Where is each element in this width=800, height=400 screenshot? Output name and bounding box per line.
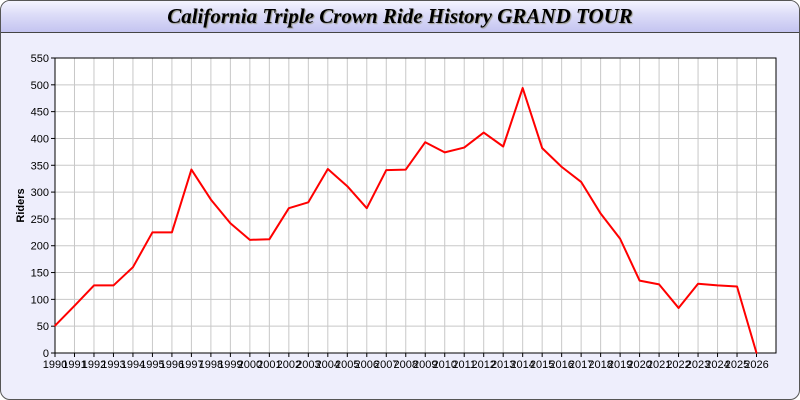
x-tick-label: 2015 (530, 359, 554, 371)
data-point (307, 201, 310, 204)
data-point (210, 198, 212, 201)
y-tick-label: 50 (37, 321, 49, 333)
data-point (755, 352, 758, 354)
data-point (112, 284, 115, 287)
data-point (736, 285, 738, 288)
data-point (346, 185, 349, 187)
y-tick-label: 150 (31, 268, 49, 280)
data-point (385, 169, 388, 171)
y-tick-label: 500 (31, 80, 49, 92)
x-tick-label: 2000 (238, 359, 262, 371)
data-point (502, 145, 504, 148)
x-tick-label: 1997 (179, 359, 203, 371)
data-point (424, 141, 427, 144)
x-tick-label: 1995 (140, 359, 164, 371)
x-tick-label: 1990 (43, 359, 67, 371)
y-tick-label: 200 (31, 241, 49, 253)
x-tick-label: 2005 (335, 359, 359, 371)
x-tick-label: 2016 (549, 359, 573, 371)
data-point (619, 237, 621, 240)
x-tick-label: 1992 (82, 359, 106, 371)
chart-title: California Triple Crown Ride History GRA… (167, 4, 633, 28)
data-point (521, 87, 524, 89)
data-point (677, 307, 680, 309)
y-tick-label: 550 (31, 53, 49, 65)
data-point (541, 147, 543, 149)
data-point (93, 284, 95, 287)
plot-area (55, 58, 776, 353)
x-tick-label: 2014 (510, 359, 534, 371)
y-tick-label: 100 (31, 294, 49, 306)
x-tick-label: 2017 (569, 359, 593, 371)
y-tick-label: 450 (31, 107, 49, 119)
data-point (560, 166, 563, 168)
plot-border (54, 57, 777, 354)
x-tick-label: 2007 (374, 359, 398, 371)
data-point (638, 279, 641, 282)
x-tick-label: 1991 (62, 359, 86, 371)
data-point (404, 168, 407, 171)
data-point (443, 151, 446, 154)
x-tick-label: 1999 (218, 359, 242, 371)
y-tick-label: 300 (31, 187, 49, 199)
x-tick-label: 2022 (666, 359, 690, 371)
x-tick-label: 1994 (121, 359, 145, 371)
x-tick-label: 2010 (432, 359, 456, 371)
x-tick-label: 2025 (725, 359, 749, 371)
data-point (716, 284, 719, 287)
x-tick-label: 2008 (394, 359, 418, 371)
x-tick-label: 2003 (296, 359, 320, 371)
x-tick-label: 1996 (160, 359, 184, 371)
x-tick-label: 1998 (199, 359, 223, 371)
data-point (171, 231, 173, 234)
x-tick-label: 2002 (277, 359, 301, 371)
y-tick-label: 400 (31, 133, 49, 145)
y-tick-label: 350 (31, 160, 49, 172)
x-tick-label: 2012 (471, 359, 495, 371)
x-tick-label: 2013 (491, 359, 515, 371)
data-point (190, 168, 193, 171)
x-tick-label: 2001 (257, 359, 281, 371)
x-tick-label: 2024 (705, 359, 729, 371)
x-tick-label: 2026 (744, 359, 768, 371)
data-point (482, 131, 485, 134)
data-point (151, 231, 154, 234)
data-point (249, 239, 251, 241)
x-tick-label: 2020 (627, 359, 651, 371)
data-point (658, 283, 660, 286)
x-tick-label: 2021 (647, 359, 671, 371)
data-point (580, 181, 582, 183)
x-tick-label: 2018 (588, 359, 612, 371)
x-tick-label: 2011 (452, 359, 476, 371)
x-tick-label: 2006 (355, 359, 379, 371)
data-point (229, 222, 232, 224)
x-tick-label: 2023 (686, 359, 710, 371)
x-tick-label: 2009 (413, 359, 437, 371)
y-axis-label: Riders (15, 188, 27, 222)
data-point (463, 146, 466, 149)
x-tick-label: 2004 (316, 359, 340, 371)
x-tick-label: 1993 (101, 359, 125, 371)
data-point (365, 207, 368, 209)
x-tick-label: 2019 (608, 359, 632, 371)
data-point (288, 207, 290, 209)
data-point (697, 283, 699, 285)
data-point (327, 168, 329, 170)
y-tick-label: 250 (31, 214, 49, 226)
data-point (599, 212, 602, 215)
title-bar: California Triple Crown Ride History GRA… (1, 1, 799, 33)
data-point (54, 324, 56, 327)
data-point (132, 266, 134, 268)
y-tick-label: 0 (43, 348, 49, 360)
data-point (268, 238, 271, 241)
data-point (73, 305, 76, 307)
